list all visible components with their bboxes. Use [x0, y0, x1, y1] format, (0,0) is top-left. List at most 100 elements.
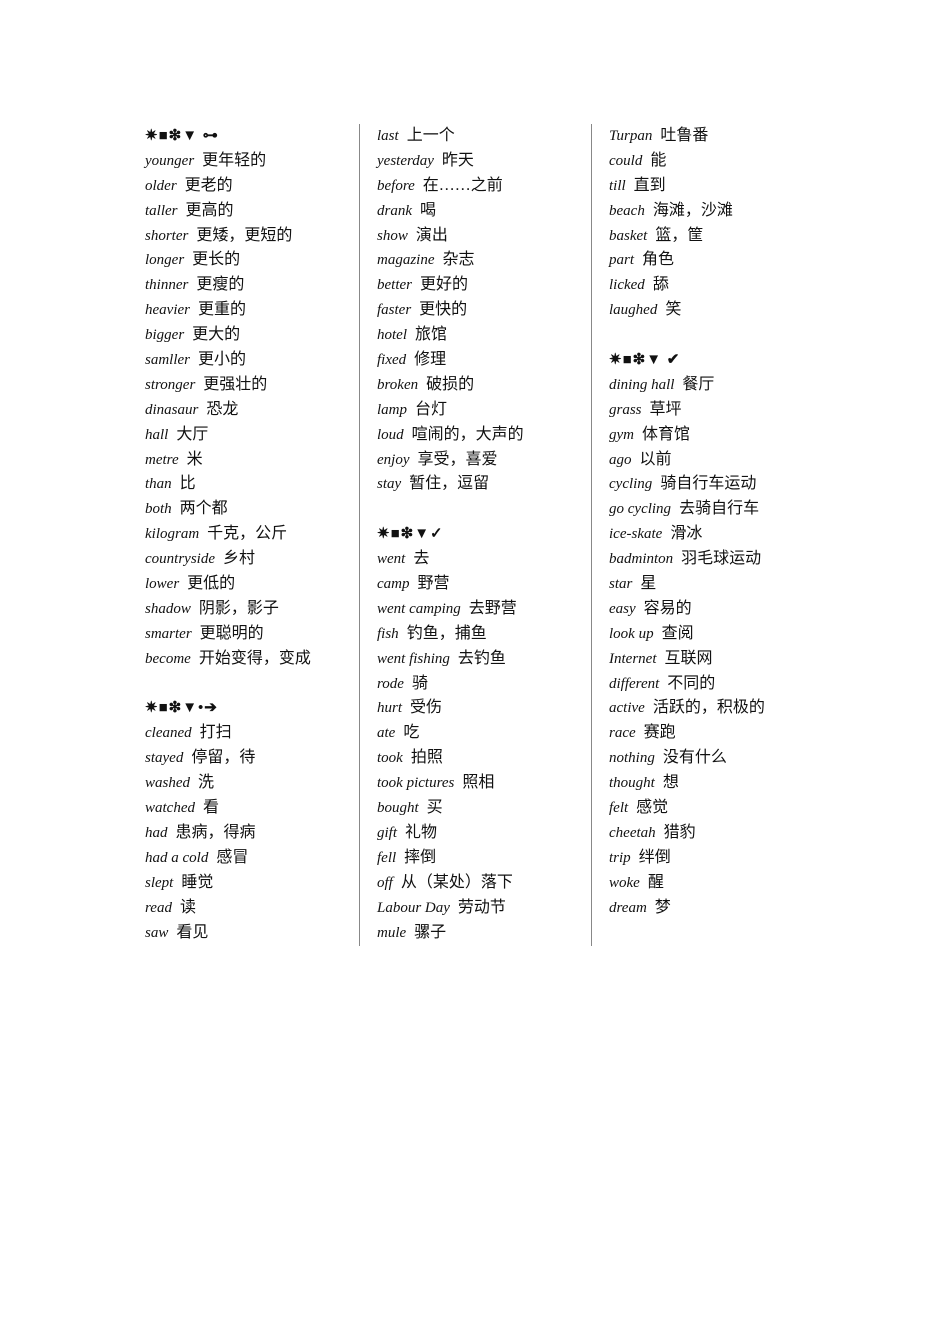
vocab-entry: laughed 笑 [609, 298, 829, 323]
chinese-meaning: 修理 [414, 351, 447, 369]
vocab-entry: slept 睡觉 [145, 871, 365, 896]
vocab-entry: ago 以前 [609, 448, 829, 473]
vocab-entry: both 两个都 [145, 497, 365, 522]
vocab-entry: hall 大厅 [145, 423, 365, 448]
english-word: trip [609, 849, 631, 866]
blank-row [609, 323, 829, 348]
vocab-entry: yesterday 昨天 [377, 149, 597, 174]
chinese-meaning: 米 [186, 450, 203, 468]
english-word: ice-skate [609, 526, 663, 543]
english-word: better [377, 277, 412, 294]
vocab-entry: badminton 羽毛球运动 [609, 547, 829, 572]
vocab-entry: nothing 没有什么 [609, 746, 829, 771]
english-word: bought [377, 800, 419, 817]
vocab-entry: dream 梦 [609, 896, 829, 921]
english-word: samller [145, 352, 190, 369]
english-word: last [377, 128, 399, 144]
vocab-entry: ice-skate 滑冰 [609, 522, 829, 547]
english-word: different [609, 675, 660, 692]
vocab-entry: look up 查阅 [609, 622, 829, 647]
english-word: countryside [145, 551, 215, 568]
english-word: ago [609, 451, 632, 468]
vocab-entry: mule 骡子 [377, 921, 597, 946]
chinese-meaning: 没有什么 [662, 749, 727, 767]
section-header-symbols: ✷■❇▼ ✔ [609, 352, 681, 369]
vocab-entry: washed 洗 [145, 771, 365, 796]
chinese-meaning: 互联网 [664, 649, 713, 667]
chinese-meaning: 摔倒 [404, 848, 437, 866]
blank-row [145, 672, 365, 697]
chinese-meaning: 更好的 [420, 276, 469, 294]
chinese-meaning: 拍照 [410, 749, 443, 767]
english-word: broken [377, 376, 419, 393]
english-word: than [145, 476, 172, 493]
chinese-meaning: 感冒 [216, 848, 249, 866]
english-word: felt [609, 800, 629, 817]
vocab-entry: beach 海滩，沙滩 [609, 199, 829, 224]
vocab-entry: had 患病，得病 [145, 821, 365, 846]
english-word: gym [609, 426, 634, 443]
chinese-meaning: 旅馆 [415, 326, 448, 344]
chinese-meaning: 礼物 [405, 823, 438, 841]
english-word: smarter [145, 625, 192, 642]
chinese-meaning: 上一个 [406, 127, 455, 144]
section-header-symbols: ✷■❇▼✓ [377, 526, 444, 543]
chinese-meaning: 演出 [415, 226, 448, 244]
chinese-meaning: 容易的 [643, 599, 692, 617]
english-word: lower [145, 576, 180, 593]
english-word: stronger [145, 376, 196, 393]
chinese-meaning: 打扫 [199, 724, 232, 742]
english-word: fixed [377, 352, 407, 369]
vocab-entry: metre 米 [145, 448, 365, 473]
chinese-meaning: 在……之前 [422, 176, 503, 194]
english-word: shorter [145, 227, 189, 244]
vocab-entry: than 比 [145, 472, 365, 497]
chinese-meaning: 杂志 [442, 251, 475, 269]
chinese-meaning: 更低的 [187, 575, 236, 593]
english-word: hotel [377, 327, 407, 344]
vocab-entry: faster 更快的 [377, 298, 597, 323]
chinese-meaning: 骑自行车运动 [660, 475, 757, 493]
vocab-entry: stay 暂住，逗留 [377, 472, 597, 497]
vocab-entry: become 开始变得，变成 [145, 647, 365, 672]
english-word: took pictures [377, 775, 455, 792]
chinese-meaning: 骡子 [414, 923, 447, 941]
chinese-meaning: 患病，得病 [175, 823, 256, 841]
vocab-entry: samller 更小的 [145, 348, 365, 373]
vocab-entry: heavier 更重的 [145, 298, 365, 323]
chinese-meaning: 喝 [420, 201, 437, 219]
chinese-meaning: 钓鱼，捕鱼 [406, 624, 487, 642]
chinese-meaning: 劳动节 [457, 898, 506, 916]
chinese-meaning: 体育馆 [642, 425, 691, 443]
vocab-entry: cycling 骑自行车运动 [609, 472, 829, 497]
vocab-entry: had a cold 感冒 [145, 846, 365, 871]
english-word: cheetah [609, 824, 656, 841]
chinese-meaning: 活跃的，积极的 [652, 699, 765, 717]
english-word: watched [145, 800, 195, 817]
chinese-meaning: 直到 [633, 176, 666, 194]
english-word: younger [145, 152, 195, 169]
vocab-entry: show 演出 [377, 224, 597, 249]
vocab-entry: went fishing 去钓鱼 [377, 647, 597, 672]
english-word: slept [145, 874, 174, 891]
chinese-meaning: 去骑自行车 [679, 500, 760, 518]
chinese-meaning: 更瘦的 [196, 276, 245, 294]
english-word: drank [377, 202, 412, 219]
chinese-meaning: 洗 [198, 774, 215, 792]
english-word: had a cold [145, 849, 209, 866]
chinese-meaning: 赛跑 [643, 724, 676, 742]
vocab-entry: trip 绊倒 [609, 846, 829, 871]
blank-row [377, 497, 597, 522]
vocab-entry: kilogram 千克，公斤 [145, 522, 365, 547]
chinese-meaning: 以前 [639, 450, 672, 468]
chinese-meaning: 买 [426, 799, 443, 817]
english-word: become [145, 650, 191, 667]
chinese-meaning: 台灯 [415, 400, 448, 418]
english-word: could [609, 152, 643, 169]
vocab-entry: basket 篮，筐 [609, 224, 829, 249]
vocab-entry: magazine 杂志 [377, 248, 597, 273]
vocab-entry: dinasaur 恐龙 [145, 398, 365, 423]
chinese-meaning: 受伤 [410, 699, 443, 717]
vocab-entry: took pictures 照相 [377, 771, 597, 796]
vocab-entry: active 活跃的，积极的 [609, 696, 829, 721]
